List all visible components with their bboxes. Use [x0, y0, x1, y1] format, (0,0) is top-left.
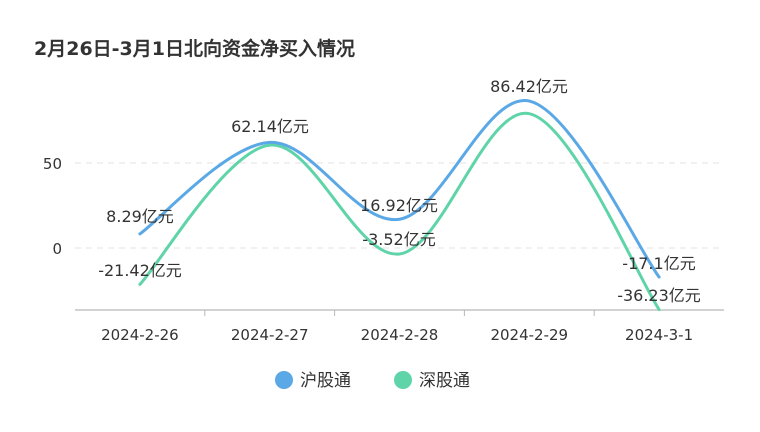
legend-item-shenzhen[interactable]: 深股通 — [394, 371, 470, 391]
legend-label: 深股通 — [419, 371, 470, 391]
data-label: -21.42亿元 — [98, 261, 182, 280]
y-tick-label: 0 — [52, 240, 62, 258]
x-tick-label: 2024-3-1 — [625, 326, 693, 344]
x-tick-label: 2024-2-28 — [361, 326, 439, 344]
data-label: -17.1亿元 — [622, 254, 695, 273]
x-tick-label: 2024-2-29 — [490, 326, 568, 344]
x-tick-label: 2024-2-26 — [101, 326, 179, 344]
series-line-shanghai — [138, 99, 661, 279]
y-tick-label: 50 — [43, 155, 62, 173]
data-label: -3.52亿元 — [362, 230, 435, 249]
series-line-shenzhen — [138, 112, 661, 312]
x-tick-label: 2024-2-27 — [231, 326, 309, 344]
legend-label: 沪股通 — [300, 371, 351, 391]
legend-marker — [394, 371, 412, 389]
legend-marker — [275, 371, 293, 389]
data-labels: 8.29亿元 62.14亿元 16.92亿元 86.42亿元 -17.1亿元 -21.42… — [98, 77, 701, 305]
data-label: 8.29亿元 — [106, 207, 174, 226]
data-label: 86.42亿元 — [490, 77, 568, 96]
legend: 沪股通 深股通 — [275, 371, 470, 391]
data-label: -36.23亿元 — [617, 286, 701, 305]
plot-area — [138, 99, 661, 312]
legend-item-shanghai[interactable]: 沪股通 — [275, 371, 351, 391]
chart-title: 2月26日-3月1日北向资金净买入情况 — [34, 37, 355, 60]
data-label: 16.92亿元 — [360, 196, 438, 215]
x-axis: 2024-2-26 2024-2-27 2024-2-28 2024-2-29 2024… — [101, 310, 693, 344]
data-label: 62.14亿元 — [231, 117, 309, 136]
